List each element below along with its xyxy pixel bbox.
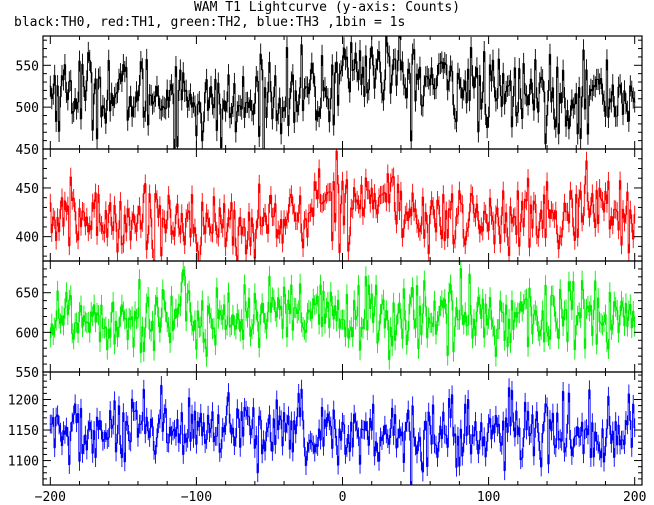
y-tick-label-th2: 550 xyxy=(16,366,39,381)
x-tick-label: −100 xyxy=(181,490,212,505)
y-tick-label-th0: 450 xyxy=(16,143,39,158)
panel-th2: 550 600 650 xyxy=(16,260,643,381)
panels-layer: 450 500 550 400 450 550 600 650 1100 1150 1200 xyxy=(8,35,643,486)
x-tick-label: 200 xyxy=(623,490,646,505)
series-line-th3 xyxy=(49,375,636,485)
series-line-th2 xyxy=(49,261,636,370)
y-tick-label-th2: 600 xyxy=(16,326,39,341)
panel-th1: 400 450 xyxy=(16,148,643,262)
series-line-th1 xyxy=(49,149,636,261)
panel-th3: 1100 1150 1200 xyxy=(8,371,643,486)
series-line-th0 xyxy=(49,36,636,149)
y-tick-label-th1: 400 xyxy=(16,231,39,246)
x-tick-label: 0 xyxy=(339,490,347,505)
y-tick-label-th3: 1200 xyxy=(8,393,39,408)
y-tick-label-th0: 500 xyxy=(16,101,39,116)
y-tick-label-th2: 650 xyxy=(16,287,39,302)
y-tick-label-th1: 450 xyxy=(16,182,39,197)
chart-title: WAM T1 Lightcurve (y-axis: Counts) xyxy=(193,0,461,15)
chart-subtitle: black:TH0, red:TH1, green:TH2, blue:TH3 … xyxy=(14,15,406,30)
panel-frame-th1 xyxy=(42,148,643,262)
x-axis: −200 −100 0 100 200 xyxy=(35,490,647,505)
x-tick-label: 100 xyxy=(477,490,500,505)
y-tick-label-th3: 1150 xyxy=(8,424,39,439)
y-tick-label-th3: 1100 xyxy=(8,455,39,470)
x-tick-label: −200 xyxy=(35,490,66,505)
y-tick-label-th0: 550 xyxy=(16,59,39,74)
